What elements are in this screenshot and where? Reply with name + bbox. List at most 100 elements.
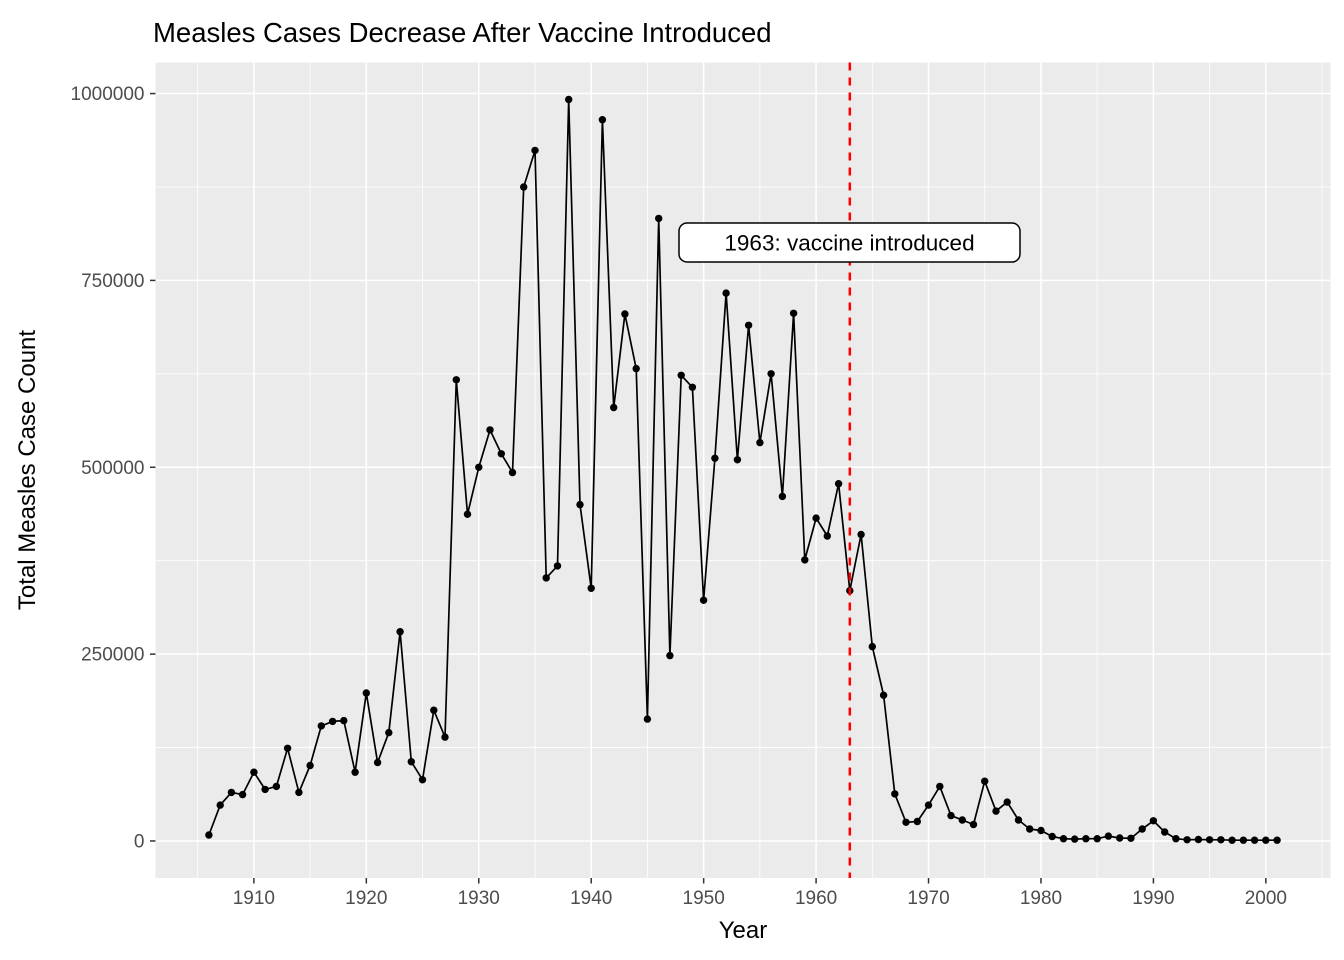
data-point: [778, 492, 787, 501]
data-point: [711, 454, 719, 462]
data-point: [430, 706, 438, 714]
x-axis-tick-label: 2000: [1245, 888, 1287, 909]
data-point: [936, 782, 944, 791]
data-point: [1273, 836, 1281, 844]
chart-title: Measles Cases Decrease After Vaccine Int…: [153, 17, 772, 48]
data-point: [283, 744, 292, 752]
data-point: [1172, 835, 1180, 843]
data-point: [565, 95, 573, 104]
data-point: [756, 438, 764, 447]
y-axis-tick-label: 1000000: [71, 84, 145, 105]
data-point: [699, 596, 708, 604]
data-point: [891, 790, 899, 798]
data-point: [902, 818, 910, 826]
data-point: [1037, 826, 1045, 835]
data-point: [834, 480, 843, 488]
x-axis-tick-label: 1910: [233, 888, 275, 909]
x-axis-tick-label: 1920: [345, 888, 387, 909]
data-point: [317, 722, 325, 730]
data-point: [463, 510, 472, 518]
data-point: [1149, 817, 1158, 825]
data-point: [1205, 836, 1214, 844]
data-point: [677, 371, 685, 379]
data-point: [531, 146, 539, 155]
annotation-text: 1963: vaccine introduced: [724, 231, 974, 256]
data-point: [722, 289, 730, 297]
x-axis-tick-label: 1970: [907, 888, 949, 909]
data-point: [1082, 835, 1090, 843]
x-axis-tick-label: 1950: [683, 888, 725, 909]
data-point: [238, 790, 247, 799]
axis-ticks: [150, 92, 1267, 884]
data-point: [396, 628, 404, 636]
y-axis-tick-label: 500000: [81, 458, 144, 479]
x-axis-tick-label: 1940: [570, 888, 612, 909]
data-point: [610, 403, 618, 412]
data-point: [1250, 836, 1259, 844]
y-axis-tick-label: 750000: [81, 271, 144, 292]
minor-gridlines: [155, 62, 1331, 878]
data-point: [789, 309, 798, 317]
data-point: [1228, 836, 1236, 844]
data-point: [362, 689, 370, 697]
data-point: [441, 733, 449, 741]
data-point: [913, 817, 921, 826]
data-point: [1059, 835, 1068, 843]
measles-series: [205, 95, 1281, 844]
data-point: [744, 321, 753, 329]
data-point: [879, 691, 888, 699]
data-point: [1048, 832, 1056, 841]
data-point: [351, 768, 359, 776]
data-point: [418, 776, 427, 784]
data-point: [1116, 834, 1124, 842]
data-point: [1194, 835, 1203, 844]
data-point: [621, 310, 629, 318]
data-point: [655, 214, 663, 223]
x-axis-tick-label: 1990: [1132, 888, 1174, 909]
data-point: [508, 468, 517, 477]
data-point: [1161, 828, 1169, 836]
data-point: [868, 642, 876, 651]
data-point: [306, 761, 314, 770]
y-axis-title: Total Measles Case Count: [14, 330, 41, 610]
data-point: [947, 811, 955, 820]
data-point: [1138, 825, 1146, 833]
data-point: [587, 584, 595, 592]
data-point: [1071, 835, 1079, 843]
data-point: [666, 651, 674, 660]
data-point: [924, 801, 933, 809]
data-point: [1239, 836, 1248, 844]
data-point: [1262, 836, 1270, 844]
x-axis-tick-label: 1980: [1020, 888, 1062, 909]
data-point: [272, 782, 281, 791]
data-point: [486, 426, 494, 434]
data-point: [688, 383, 697, 391]
x-axis-tick-label: 1930: [458, 888, 500, 909]
x-axis-title: Year: [719, 917, 768, 944]
data-point: [823, 532, 831, 540]
data-point: [373, 758, 382, 767]
data-point: [632, 364, 640, 373]
data-point: [576, 500, 584, 509]
data-point: [227, 788, 236, 797]
data-point: [1217, 836, 1225, 844]
data-point: [542, 574, 550, 582]
axis-tick-labels: 1910 1920 1930 1940 1950 1960 1970 1980 1990 2000…: [71, 84, 1287, 909]
data-point: [340, 716, 348, 725]
data-point: [1026, 825, 1034, 833]
data-point: [261, 785, 269, 794]
data-point: [216, 801, 224, 809]
data-point: [407, 758, 415, 766]
data-point: [981, 777, 989, 785]
data-point: [733, 456, 742, 464]
data-point: [250, 768, 258, 776]
data-point: [958, 816, 966, 824]
data-point: [1093, 835, 1101, 843]
data-point: [1003, 798, 1011, 806]
x-axis-tick-label: 1960: [795, 888, 837, 909]
data-point: [643, 715, 652, 723]
data-point: [969, 820, 978, 829]
data-point: [1104, 832, 1113, 840]
data-point: [497, 450, 505, 458]
